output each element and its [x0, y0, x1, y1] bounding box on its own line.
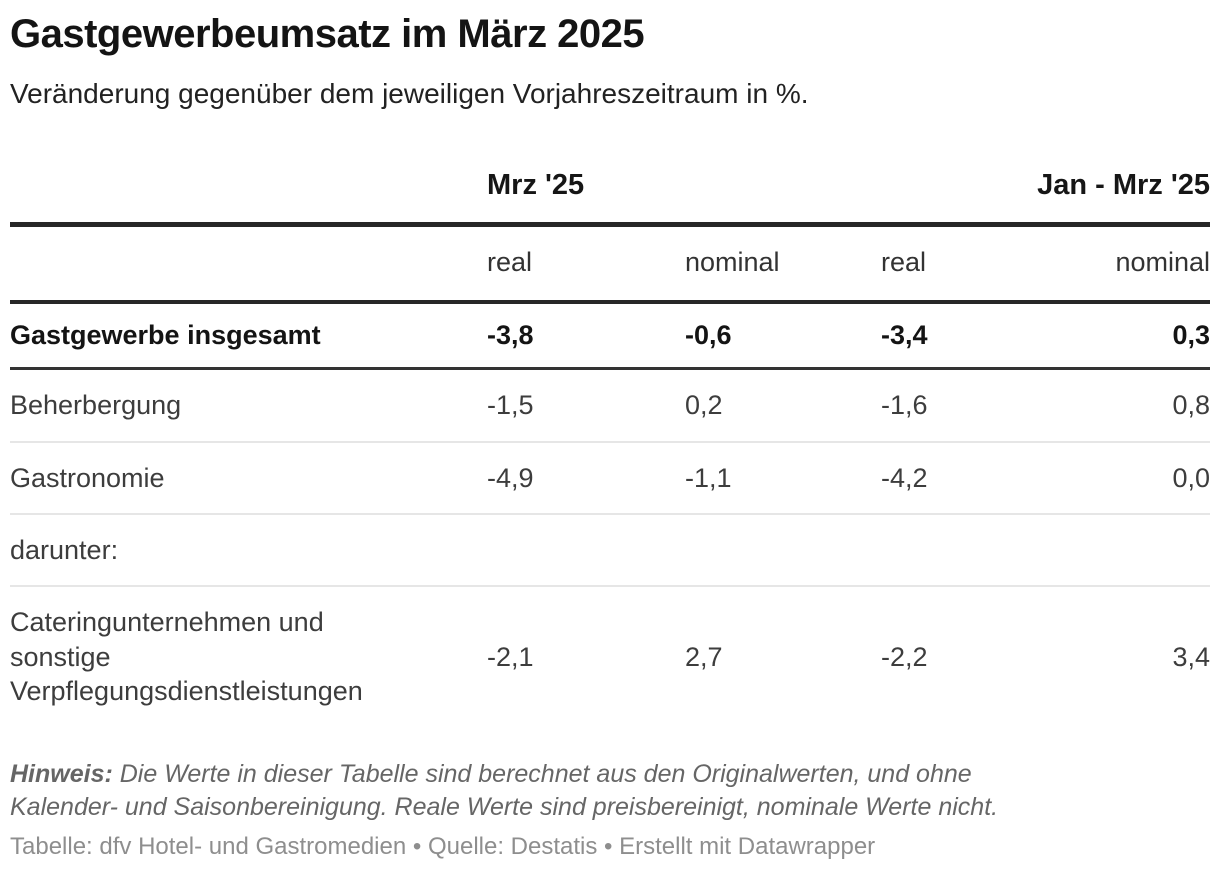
cell-value: 0,2 — [685, 368, 881, 443]
table-row-catering: Cateringunternehmen und sonstige Verpfle… — [10, 586, 1210, 726]
table-row-gastronomie: Gastronomie -4,9 -1,1 -4,2 0,0 — [10, 441, 1210, 515]
cell-value — [685, 513, 881, 588]
data-table: Mrz '25 Jan - Mrz '25 real nominal real … — [10, 159, 1210, 726]
note-label: Hinweis: — [10, 760, 113, 789]
table-note: Hinweis: Die Werte in dieser Tabelle sin… — [10, 758, 1065, 823]
col-header-mrz25-real: real — [487, 224, 685, 305]
table-row-darunter: darunter: — [10, 513, 1210, 588]
cell-value: -1,1 — [685, 441, 881, 515]
cell-value: 0,0 — [1051, 441, 1210, 515]
attribution-line: Tabelle: dfv Hotel- und Gastromedien • Q… — [10, 833, 876, 861]
cell-value: -2,2 — [881, 641, 928, 672]
table-row-beherbergung: Beherbergung -1,5 0,2 -1,6 0,8 — [10, 368, 1210, 443]
page-title: Gastgewerbeumsatz im März 2025 — [10, 12, 645, 56]
column-group-spacer — [10, 159, 487, 228]
cell-value: -4,2 — [881, 441, 1051, 515]
sub-header-spacer — [10, 224, 487, 305]
row-label: Gastronomie — [10, 441, 487, 515]
row-label: Beherbergung — [10, 368, 487, 443]
cell-value: -1,6 — [881, 368, 1051, 443]
cell-value — [1051, 513, 1210, 588]
cell-value: 0,3 — [1051, 302, 1210, 371]
cell-value — [487, 513, 685, 588]
col-header-mrz25-nominal: nominal — [685, 224, 881, 305]
cell-value: -2,1 — [487, 641, 534, 672]
row-label: Gastgewerbe insgesamt — [10, 302, 487, 371]
cell-value: -0,6 — [685, 302, 881, 371]
column-group-row: Mrz '25 Jan - Mrz '25 — [10, 159, 1210, 228]
column-group-mrz25: Mrz '25 — [487, 159, 881, 228]
col-header-janmrz25-real: real — [881, 224, 1051, 305]
cell-value: 0,8 — [1051, 368, 1210, 443]
chart-subtitle: Veränderung gegenüber dem jeweiligen Vor… — [10, 78, 809, 109]
cell-value: 2,7 — [685, 641, 723, 672]
cell-value: -4,9 — [487, 441, 685, 515]
column-group-jan-mrz25: Jan - Mrz '25 — [881, 159, 1210, 228]
table-row-gastgewerbe-insgesamt: Gastgewerbe insgesamt -3,8 -0,6 -3,4 0,3 — [10, 302, 1210, 371]
cell-value: -3,8 — [487, 302, 685, 371]
cell-value: -3,4 — [881, 302, 1051, 371]
col-header-janmrz25-nominal: nominal — [1051, 224, 1210, 305]
footer-notes: Hinweis: Die Werte in dieser Tabelle sin… — [10, 758, 1210, 862]
row-label: Cateringunternehmen und sonstige Verpfle… — [10, 607, 363, 706]
note-text: Die Werte in dieser Tabelle sind berechn… — [10, 760, 999, 821]
row-label: darunter: — [10, 513, 487, 588]
cell-value — [881, 513, 1051, 588]
sub-header-row: real nominal real nominal — [10, 224, 1210, 305]
cell-value: -1,5 — [487, 368, 685, 443]
cell-value: 3,4 — [1172, 641, 1210, 672]
